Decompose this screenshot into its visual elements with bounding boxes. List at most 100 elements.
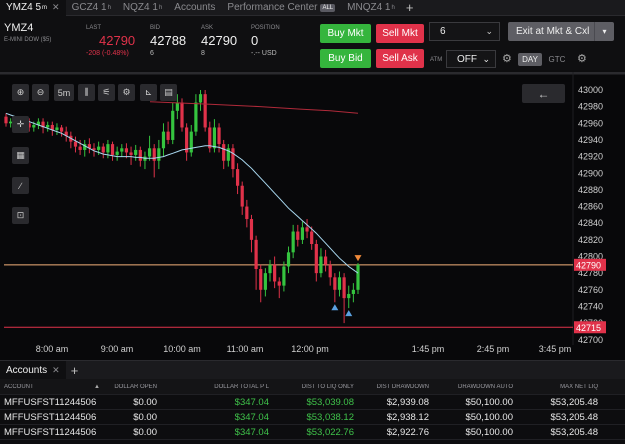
atm-select[interactable]: OFF ⌄ [446,50,496,68]
lock-icon[interactable]: ⊡ [12,207,29,224]
candle-body [185,127,189,153]
add-tab-icon[interactable]: + [405,0,414,15]
tab-label: MNQZ4 1 [347,2,391,13]
exit-at-mkt-button[interactable]: Exit at Mkt & Cxl ▾ [508,22,614,41]
candle-body [101,146,105,153]
buy-bid-button[interactable]: Buy Bid [320,49,371,68]
y-tick-label: 42740 [578,301,603,311]
candle-body [106,144,110,153]
accounts-table: ACCOUNT ▲ DOLLAR OPEN DOLLAR TOTAL P L DI… [0,379,625,440]
chart-canvas[interactable]: 43000 42980 42960 42940 42920 42900 42880 42860… [0,72,625,360]
quote-panel: YMZ4 E-MINI DOW ($5) LAST 42790 -208 (-0… [0,16,625,70]
candle-body [59,127,64,132]
column-header[interactable]: DRAWDOWN AUTO [458,383,513,390]
gear-icon[interactable]: ⚙ [502,53,512,65]
x-tick-label: 10:00 am [163,344,201,354]
candle-body [166,131,170,140]
column-header[interactable]: DOLLAR OPEN [114,383,157,390]
zoom-in-icon[interactable]: ⊕ [12,84,29,101]
column-header[interactable]: DIST DRAWDOWN [376,383,429,390]
dist-drawdown-cell: $2,938.12 [386,411,429,423]
sort-up-icon[interactable]: ▲ [94,383,100,390]
line-draw-icon[interactable]: ∕ [12,177,29,194]
candle-type-icon[interactable]: ⫼ [78,84,95,101]
candle-body [347,293,351,299]
reference-line [149,101,359,114]
column-header[interactable]: MAX NET LIQ [560,383,598,390]
crosshair-icon[interactable]: ✛ [12,116,29,133]
candle-body [50,124,54,130]
candle-body [147,148,152,157]
bid-price: 42788 [150,33,187,48]
bid-size: 6 [150,50,154,57]
notes-icon[interactable]: ▦ [12,147,29,164]
drawing-tools-icon[interactable]: ⊾ [140,84,157,101]
candle-body [203,94,207,128]
ask-size: 8 [201,50,205,57]
template-icon[interactable]: ▤ [160,84,177,101]
account-cell: MFFUSFST11244506 [4,426,97,438]
zoom-out-icon[interactable]: ⊖ [32,84,49,101]
tif-day-toggle[interactable]: DAY [518,53,542,66]
tif-gtc-toggle[interactable]: GTC [548,55,566,64]
close-icon[interactable]: ✕ [52,364,60,375]
tab-label: YMZ4 5 [6,2,42,13]
table-row[interactable]: MFFUSFST11244506 $0.00 $347.04 $53,039.0… [0,395,625,410]
candle-body [212,127,217,149]
gear-icon[interactable]: ⚙ [577,53,587,65]
candle-body [129,152,133,155]
candle-body [337,277,342,290]
indicators-icon[interactable]: ⚟ [98,84,115,101]
price-chart[interactable]: 43000 42980 42960 42940 42920 42900 42880 42860… [0,72,625,360]
candle-body [32,124,36,128]
price-label-bg [574,321,606,334]
buy-fill-marker [331,304,339,311]
table-row[interactable]: MFFUSFST11244506 $0.00 $347.04 $53,038.1… [0,410,625,425]
candle-body [268,264,272,274]
sell-mkt-button[interactable]: Sell Mkt [376,24,424,43]
candle-body [323,256,328,265]
candle-body [138,149,142,161]
back-arrow-icon[interactable]: ← [522,84,565,103]
x-tick-label: 9:00 am [101,344,134,354]
candle-body [124,148,129,153]
tab-performance-center[interactable]: Performance Center ALL [221,0,341,16]
quantity-select[interactable]: 6 ⌄ [429,22,500,41]
candle-body [73,141,78,147]
tab-accounts-panel[interactable]: Accounts ✕ [0,360,66,380]
all-badge: ALL [320,3,336,12]
candle-body [273,264,277,282]
x-tick-label: 8:00 am [36,344,69,354]
buy-mkt-button[interactable]: Buy Mkt [320,24,371,43]
buy-fill-marker [345,310,353,317]
column-header[interactable]: DOLLAR TOTAL P L [214,383,269,390]
bid-label: BID [150,25,161,31]
accounts-tab-label: Accounts [6,364,48,376]
candle-body [351,289,355,294]
add-tab-icon[interactable]: + [70,362,79,378]
settings-icon[interactable]: ⚙ [118,84,135,101]
tab-accounts[interactable]: Accounts [168,0,221,16]
y-tick-label: 42960 [578,118,603,128]
x-tick-label: 12:00 pm [291,344,329,354]
column-header[interactable]: DIST TO LIQ ONLY [301,383,354,390]
ask-column: ASK 42790 8 [201,25,237,57]
candle-body [254,239,258,269]
candle-body [356,264,360,290]
chevron-down-icon[interactable]: ▾ [594,22,614,41]
candle-body [305,227,309,232]
max-net-liq-cell: $53,205.48 [550,396,598,408]
column-header[interactable]: ACCOUNT ▲ [4,383,100,390]
max-net-liq-cell: $53,205.48 [550,411,598,423]
candle-body [4,116,8,124]
interval-button[interactable]: 5m [54,84,74,101]
table-row[interactable]: MFFUSFST11244506 $0.00 $347.04 $53,022.7… [0,425,625,440]
candle-body [64,131,68,136]
sell-ask-button[interactable]: Sell Ask [376,49,424,68]
candle-body [97,146,101,150]
close-icon[interactable]: ✕ [52,2,60,12]
